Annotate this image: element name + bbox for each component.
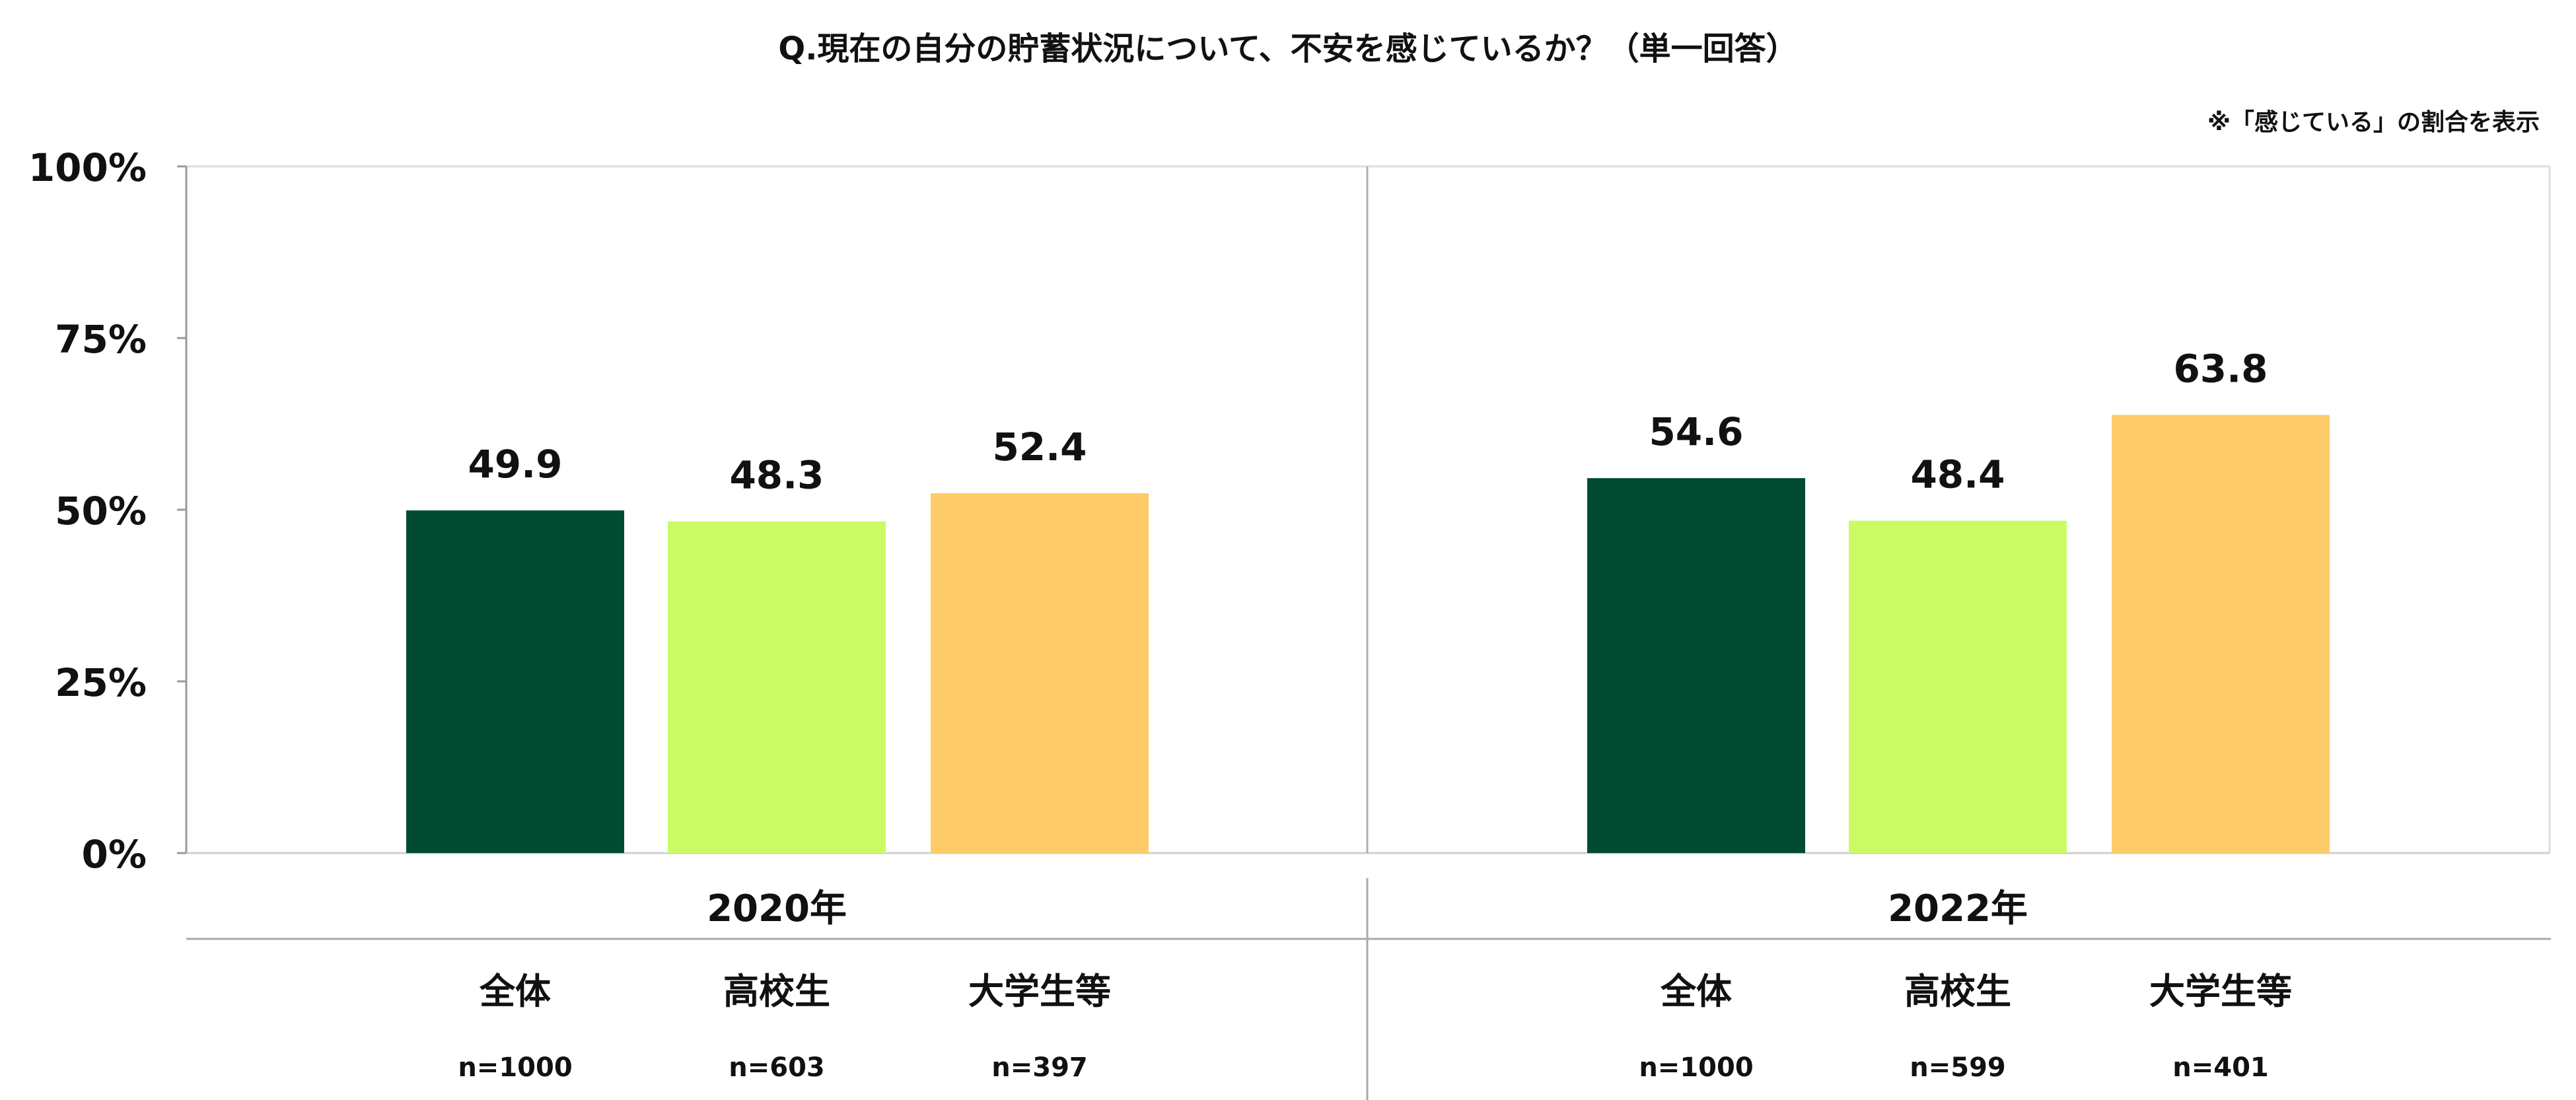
bar-value-label: 48.3 [729, 453, 824, 498]
bar-value-label: 54.6 [1649, 409, 1743, 454]
group-label: 2022年 [1888, 887, 2028, 930]
y-tick-label: 75% [55, 317, 147, 362]
bar [668, 521, 886, 853]
bar [1849, 520, 2067, 853]
group-label: 2020年 [707, 887, 847, 930]
bar [1587, 478, 1805, 853]
category-label: 高校生 [1904, 971, 2011, 1012]
bar-value-label: 63.8 [2173, 346, 2268, 391]
y-tick-label: 100% [28, 145, 147, 190]
bar [406, 510, 624, 853]
y-tick-label: 25% [55, 660, 147, 705]
sample-size-label: n=1000 [1639, 1052, 1753, 1083]
sample-size-label: n=1000 [458, 1052, 572, 1083]
bar [931, 493, 1149, 853]
bar-value-label: 49.9 [468, 442, 562, 487]
category-label: 全体 [1660, 971, 1732, 1012]
plot-area: 0% 25% 50% 75% 100% 2020年 49.9 全体 n=1000 48.3 高校生 n… [28, 145, 2551, 1100]
chart-title: Q.現在の自分の貯蓄状況について、不安を感じているか？（単一回答） [778, 30, 1797, 67]
y-tick-label: 0% [82, 832, 147, 877]
y-tick-label: 50% [55, 489, 147, 533]
category-label: 大学生等 [968, 971, 1111, 1012]
sample-size-label: n=603 [729, 1052, 825, 1083]
chart-note: ※「感じている」の割合を表示 [2207, 109, 2540, 136]
category-label: 高校生 [723, 971, 830, 1012]
sample-size-label: n=401 [2172, 1052, 2269, 1083]
bar-value-label: 52.4 [992, 425, 1087, 469]
bar-value-label: 48.4 [1910, 452, 2005, 497]
bar [2112, 415, 2330, 853]
sample-size-label: n=599 [1910, 1052, 2006, 1083]
category-label: 大学生等 [2149, 971, 2292, 1012]
category-label: 全体 [479, 971, 551, 1012]
sample-size-label: n=397 [991, 1052, 1088, 1083]
